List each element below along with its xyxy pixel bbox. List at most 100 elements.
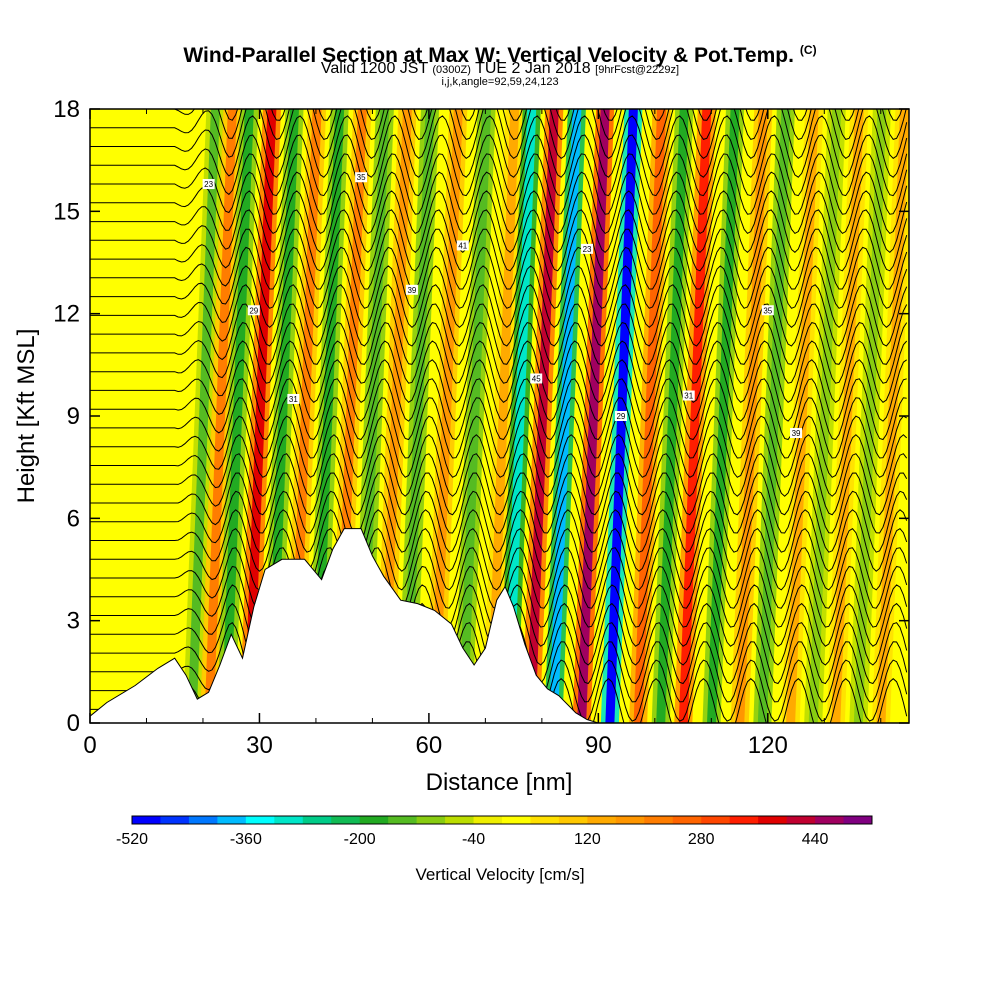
theta-contour-29: [90, 134, 908, 197]
contour-label-8: 29: [614, 411, 627, 421]
colorbar-swatch-19: [672, 816, 702, 824]
contour-label-11: 39: [790, 428, 803, 439]
subtitle-valid: Valid 1200 JST: [320, 60, 428, 77]
colorbar-swatch-21: [729, 816, 759, 824]
x-tick-label-1: 30: [246, 732, 273, 759]
subtitle-utc: (0300Z): [432, 64, 471, 76]
contour-label-box: [456, 240, 469, 251]
velocity-band-11: [430, 109, 463, 723]
contour-label-10: 35: [761, 305, 774, 316]
colorbar-swatch-10: [416, 816, 446, 824]
velocity-band-3: [243, 109, 277, 723]
y-tick-label-1: 3: [67, 608, 80, 635]
velocity-band-12: [458, 109, 492, 723]
colorbar-swatch-1: [160, 816, 190, 824]
velocity-band-22: [707, 109, 740, 723]
contour-label-text: 35: [763, 306, 772, 315]
velocity-band-28: [853, 109, 887, 723]
contour-label-text: 39: [792, 429, 801, 438]
contour-label-4: 39: [405, 284, 418, 295]
velocity-band-21: [678, 109, 712, 723]
colorbar-swatch-18: [644, 816, 674, 824]
colorbar-tick-label-2: -200: [344, 831, 376, 848]
velocity-band-23: [735, 109, 768, 723]
velocity-band-2: [221, 109, 254, 723]
contour-label-text: 39: [407, 286, 416, 295]
contour-label-7: 23: [581, 243, 594, 254]
velocity-band-26: [808, 109, 842, 723]
colorbar-tick-label-4: 120: [574, 831, 601, 848]
colorbar-swatch-12: [473, 816, 503, 824]
chart-title-text: Wind-Parallel Section at Max W: Vertical…: [183, 44, 794, 67]
x-tick-label-4: 120: [748, 732, 788, 759]
contour-label-text: 35: [357, 173, 366, 182]
colorbar-swatch-16: [587, 816, 617, 824]
colorbar-swatch-6: [302, 816, 332, 824]
theta-contour-24: [90, 228, 908, 290]
chart-title-tag: (C): [799, 43, 817, 57]
axis-ticks: 0 30 60 90 120 0 3 6 9 12 15 18: [53, 96, 909, 759]
theta-contour-10: [90, 490, 908, 553]
contour-label-box: [614, 411, 627, 421]
colorbar-tick-label-3: -40: [462, 831, 485, 848]
y-axis-label: Height [Kft MSL]: [13, 329, 40, 504]
contour-label-text: 23: [204, 180, 213, 189]
colorbar-swatch-23: [786, 816, 816, 824]
contour-label-box: [530, 373, 543, 384]
contour-label-box: [405, 284, 418, 295]
y-tick-label-6: 18: [53, 96, 80, 123]
contour-label-box: [682, 390, 695, 401]
contour-label-text: 29: [616, 412, 625, 421]
colorbar-swatch-5: [274, 816, 304, 824]
colorbar-swatch-20: [701, 816, 731, 824]
theta-contour-11: [90, 472, 908, 534]
theta-contour-30: [90, 115, 908, 178]
colorbar: -520 -360 -200 -40 120 280 440: [116, 815, 873, 848]
contour-label-box: [355, 172, 368, 183]
theta-contour-26: [90, 190, 908, 253]
theta-contour-18: [90, 340, 908, 403]
colorbar-swatch-8: [359, 816, 389, 824]
theta-contour-27: [90, 171, 908, 235]
subtitle-fcst: [9hrFcst@2229z]: [595, 64, 680, 76]
colorbar-swatch-15: [558, 816, 588, 824]
theta-contour-14: [90, 415, 907, 478]
contour-label-box: [790, 428, 803, 439]
contour-label-9: 31: [682, 390, 695, 401]
theta-contour-12: [90, 453, 908, 516]
contour-label-2: 31: [287, 393, 300, 404]
contour-label-text: 29: [249, 306, 258, 315]
theta-contour-15: [90, 397, 907, 459]
y-tick-label-2: 6: [67, 505, 80, 532]
x-axis-label: Distance [nm]: [426, 769, 573, 796]
theta-contour-16: [90, 378, 907, 441]
chart-subtitle: Valid 1200 JST (0300Z) TUE 2 Jan 2018 [9…: [0, 60, 1000, 79]
velocity-band-14: [503, 109, 537, 723]
colorbar-swatch-17: [615, 816, 645, 824]
velocity-band-9: [379, 109, 412, 723]
colorbar-swatch-14: [530, 816, 560, 824]
contour-label-text: 45: [532, 374, 541, 383]
contour-label-text: 31: [684, 392, 693, 401]
contour-label-text: 41: [458, 241, 467, 250]
colorbar-swatch-25: [843, 816, 873, 824]
contour-label-5: 41: [456, 240, 469, 251]
theta-contour-8: [90, 528, 908, 591]
theta-contour-25: [90, 209, 908, 272]
theta-contour-13: [90, 434, 908, 497]
y-tick-label-4: 12: [53, 301, 80, 328]
contour-label-text: 31: [289, 395, 298, 404]
theta-contour-33: [224, 109, 903, 121]
contour-label-3: 35: [355, 172, 368, 183]
colorbar-swatch-9: [388, 816, 418, 824]
theta-contour-9: [90, 509, 908, 572]
colorbar-tick-label-1: -360: [230, 831, 262, 848]
theta-contour-23: [90, 246, 908, 309]
x-tick-label-2: 60: [416, 732, 443, 759]
colorbar-swatch-11: [445, 816, 475, 824]
colorbar-swatch-0: [132, 816, 161, 824]
contour-label-box: [202, 179, 215, 190]
colorbar-tick-label-6: 440: [802, 831, 829, 848]
theta-contour-22: [90, 265, 908, 328]
